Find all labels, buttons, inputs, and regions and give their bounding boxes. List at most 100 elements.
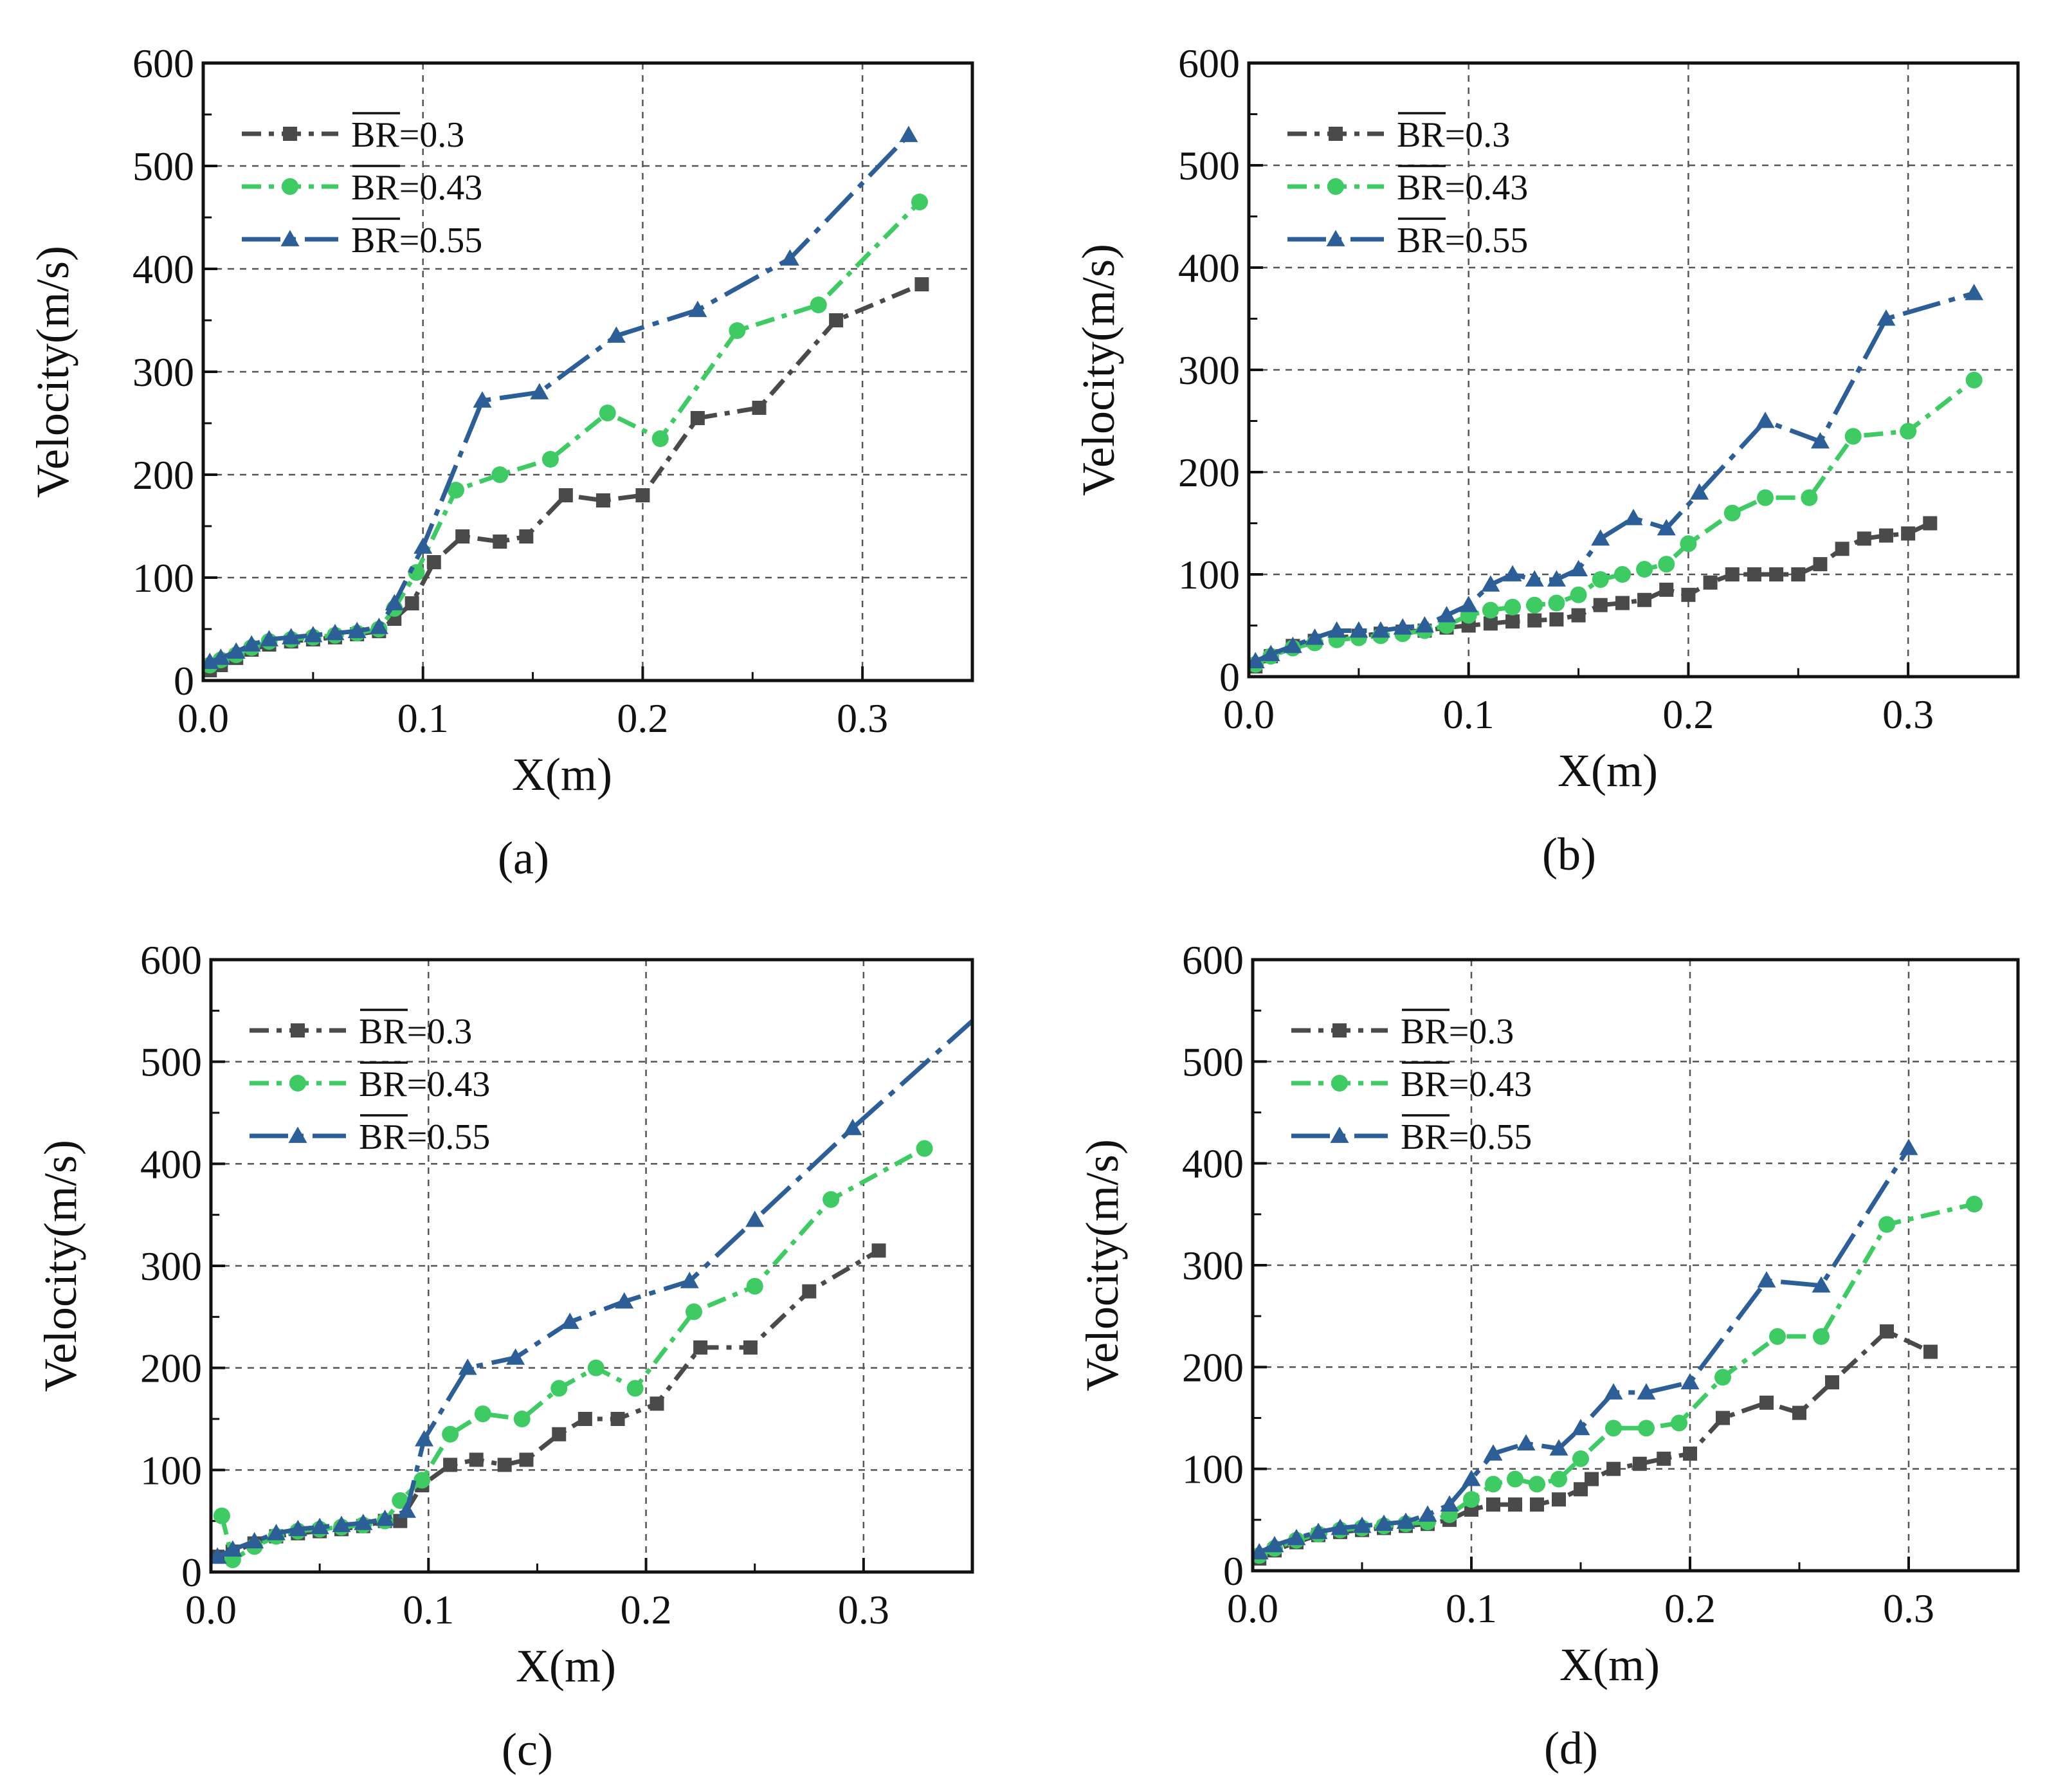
data-point	[1613, 566, 1631, 583]
x-axis-label: X(m)	[1558, 745, 1658, 796]
data-series	[213, 1140, 933, 1568]
data-point	[1756, 411, 1775, 428]
y-tick-label: 200	[140, 1346, 202, 1391]
data-series	[1249, 284, 1984, 669]
data-point	[1657, 1451, 1671, 1466]
legend-label: =0.3	[407, 1012, 473, 1052]
data-point	[1570, 586, 1587, 603]
data-point	[1548, 594, 1565, 612]
y-axis-label: Velocity(m/s)	[1077, 1139, 1128, 1391]
data-point	[304, 626, 323, 643]
data-point	[1901, 526, 1916, 541]
legend-prefix: BR	[351, 221, 399, 261]
data-point	[376, 1509, 395, 1526]
data-point	[615, 1292, 634, 1309]
y-tick-label: 100	[1182, 1447, 1244, 1492]
data-point	[203, 652, 219, 670]
data-point	[513, 1411, 531, 1427]
data-point	[266, 1524, 286, 1541]
data-point	[259, 630, 279, 646]
series-line	[1254, 291, 1975, 664]
y-axis-label: Velocity(m/s)	[1073, 244, 1124, 496]
y-tick-label: 300	[132, 349, 194, 395]
data-point	[843, 1119, 862, 1135]
legend-entry: BR=0.55	[1401, 1117, 1532, 1157]
data-point	[1549, 1439, 1568, 1456]
data-point	[1371, 621, 1390, 638]
data-point	[1253, 1542, 1269, 1560]
data-point	[519, 1452, 534, 1467]
axes-frame	[201, 61, 974, 682]
data-point	[469, 1452, 484, 1467]
data-point	[1813, 557, 1828, 572]
data-series	[1253, 1138, 1918, 1560]
y-tick-label: 300	[1182, 1243, 1244, 1288]
chart-panel: 0.0 0.1 0.2 0.3 0 100 200 300 400 500 600 X(m) Veloc…	[1077, 937, 2020, 1774]
data-point	[426, 555, 441, 569]
series-line	[209, 133, 911, 664]
data-point	[595, 493, 610, 507]
data-point	[1331, 1518, 1350, 1535]
data-point	[385, 594, 404, 610]
y-tick-label: 100	[132, 555, 194, 601]
data-point	[1283, 636, 1302, 654]
data-point	[1683, 1446, 1697, 1461]
data-point	[1516, 1434, 1536, 1450]
legend-entry: BR=0.55	[1397, 221, 1528, 261]
data-point	[1835, 542, 1850, 556]
legend-marker	[289, 1075, 306, 1092]
x-tick-label: 0.1	[397, 695, 449, 741]
data-point	[899, 125, 918, 142]
data-point	[1689, 483, 1709, 500]
data-point	[414, 537, 433, 554]
legend-marker	[1332, 1023, 1347, 1038]
data-point	[242, 635, 261, 652]
data-point	[1571, 1418, 1590, 1436]
series-line	[216, 1248, 880, 1559]
y-tick-label: 300	[1178, 347, 1240, 393]
x-tick-label: 0.1	[1443, 691, 1495, 737]
data-point	[829, 313, 844, 327]
data-point	[911, 194, 928, 210]
data-point	[1723, 504, 1741, 522]
legend-marker	[280, 230, 300, 246]
data-point	[1530, 1497, 1544, 1512]
data-point	[497, 1458, 512, 1472]
data-point	[1527, 613, 1542, 628]
data-point	[1418, 1505, 1437, 1522]
chart-panel: 0.0 0.1 0.2 0.3 0 100 200 300 400 500 600 X(m) Veloc…	[1073, 41, 2020, 880]
data-point	[1574, 1482, 1588, 1497]
legend-label: =0.55	[407, 1117, 491, 1157]
data-point	[226, 642, 246, 659]
legend-label: =0.43	[407, 1065, 491, 1104]
legend-prefix: BR	[1397, 115, 1445, 155]
legend-prefix: BR	[359, 1065, 407, 1104]
data-point	[392, 1492, 409, 1509]
data-point	[1638, 1420, 1655, 1437]
data-point	[1878, 1216, 1895, 1233]
data-point	[245, 1531, 264, 1549]
data-point	[1759, 1395, 1774, 1410]
data-point	[414, 1472, 431, 1489]
data-point	[1605, 1420, 1622, 1437]
x-tick-label: 0.1	[403, 1587, 454, 1632]
data-point	[680, 1272, 699, 1288]
data-point	[752, 401, 767, 415]
data-point	[211, 1547, 227, 1564]
data-point	[780, 249, 799, 266]
legend-entry: BR=0.43	[359, 1065, 490, 1104]
data-point	[1508, 1497, 1522, 1512]
data-point	[1483, 616, 1498, 631]
panel-label: (a)	[498, 832, 549, 884]
data-point	[1636, 561, 1653, 578]
legend-marker	[1331, 1075, 1348, 1092]
data-point	[560, 1312, 579, 1330]
data-point	[447, 482, 464, 498]
legend-label: =0.3	[1445, 115, 1511, 155]
data-point	[506, 1348, 525, 1365]
data-point	[1287, 1528, 1306, 1546]
data-point	[1305, 628, 1325, 645]
